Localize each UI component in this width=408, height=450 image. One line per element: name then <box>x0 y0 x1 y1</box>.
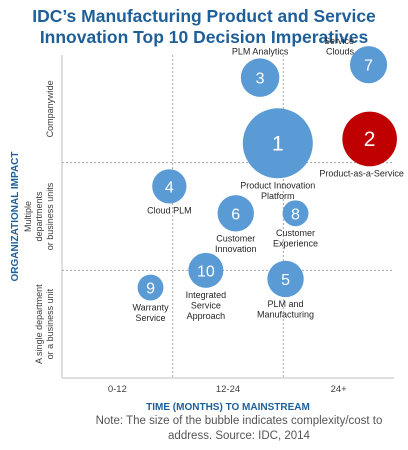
bubble-number-5: 5 <box>281 272 290 289</box>
x-tick-label: 24+ <box>331 384 348 395</box>
y-tick-label: Multiple departments or business units <box>23 182 55 250</box>
bubble-label-8: Experience <box>273 239 318 249</box>
bubble-label-1: Platform <box>261 191 295 201</box>
bubble-label-5: PLM and <box>268 299 304 309</box>
x-tick-label: 12-24 <box>216 384 240 395</box>
bubble-label-2: Product-as-a-Service <box>319 168 404 178</box>
bubble-number-7: 7 <box>364 58 373 75</box>
bubble-number-6: 6 <box>231 206 240 223</box>
y-tick-label-line: departments <box>34 191 44 242</box>
y-tick-label-line: or business units <box>45 182 55 250</box>
bubble-label-10: Integrated <box>186 290 227 300</box>
bubble-2 <box>342 111 397 167</box>
y-tick-label: A single department or a business unit <box>34 284 55 364</box>
bubble-label-7: Clouds <box>326 47 355 57</box>
bubble-label-9: Service <box>136 313 166 323</box>
chart-title: IDC’s Manufacturing Product and Service … <box>0 6 408 48</box>
bubble-1 <box>242 108 313 179</box>
bubble-number-4: 4 <box>165 179 174 196</box>
bubble-label-10: Approach <box>187 311 226 321</box>
bubble-9 <box>137 274 164 301</box>
bubble-5 <box>267 260 304 298</box>
bubble-number-1: 1 <box>272 132 284 155</box>
bubble-label-5: Manufacturing <box>257 310 314 320</box>
bubble-label-8: Customer <box>276 228 315 238</box>
bubble-label-3: PLM Analytics <box>232 46 289 56</box>
bubble-3 <box>240 58 280 97</box>
bubble-number-10: 10 <box>197 263 215 280</box>
bubble-label-6: Customer <box>216 233 255 243</box>
chart-note: Note: The size of the bubble indicates c… <box>95 415 383 442</box>
y-tick-label-line: Companywide <box>45 80 55 137</box>
bubble-number-8: 8 <box>291 206 300 223</box>
bubble-number-2: 2 <box>364 128 376 151</box>
y-tick-label: Companywide <box>45 80 55 137</box>
bubble-label-10: Service <box>191 300 221 310</box>
bubble-label-4: Cloud PLM <box>147 206 192 216</box>
bubble-number-9: 9 <box>146 281 155 298</box>
x-tick-label: 0-12 <box>108 384 127 395</box>
y-tick-label-line: Multiple <box>23 201 33 232</box>
chart-title-line-2: Innovation Top 10 Decision Imperatives <box>39 27 369 47</box>
bubble-4 <box>152 169 187 204</box>
bubble-label-7: Service <box>324 36 354 46</box>
y-tick-label-line: A single department <box>34 284 44 364</box>
bubble-number-3: 3 <box>256 71 265 88</box>
bubble-7 <box>349 46 388 84</box>
chart-title-line-1: IDC’s Manufacturing Product and Service <box>32 6 376 26</box>
bubble-label-6: Innovation <box>215 244 257 254</box>
y-axis-title: ORGANIZATIONAL IMPACT <box>10 152 21 282</box>
x-axis-title: TIME (MONTHS) TO MAINSTREAM <box>146 402 310 413</box>
bubble-6 <box>217 195 254 232</box>
bubble-8 <box>282 200 309 227</box>
bubble-label-9: Warranty <box>132 303 169 313</box>
bubble-10 <box>188 252 224 288</box>
y-tick-label-line: or a business unit <box>45 288 55 359</box>
bubble-label-1: Product Innovation <box>240 180 315 190</box>
